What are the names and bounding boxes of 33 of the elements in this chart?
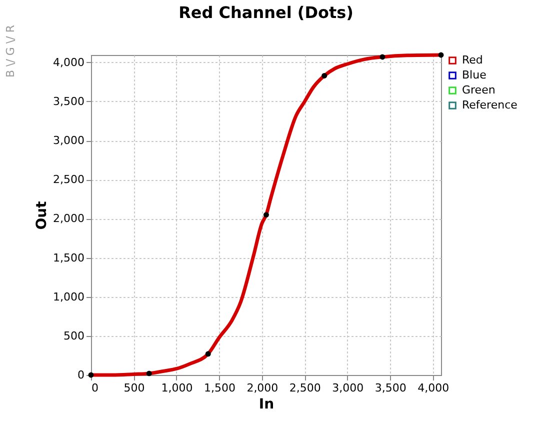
y-tick-label: 0 [78, 368, 84, 382]
legend-label: Reference [462, 98, 518, 112]
x-tick-label: 4,000 [418, 382, 450, 394]
point [380, 54, 386, 60]
point [438, 52, 444, 58]
x-tick-label: 1,500 [204, 382, 236, 394]
y-axis-title: Out [34, 200, 50, 230]
x-tick-label: 1,000 [161, 382, 193, 394]
x-tick-label: 2,500 [289, 382, 321, 394]
x-tick-label: 3,000 [332, 382, 364, 394]
point [146, 370, 152, 376]
text: B \/ G \/ R [4, 24, 17, 78]
y-tick-label: 2,000 [53, 212, 84, 226]
y-tick-label: 3,000 [53, 134, 84, 148]
x-tick-label: 2,000 [246, 382, 278, 394]
y-tick-label: 1,500 [53, 251, 84, 264]
point [322, 72, 328, 78]
line-series [89, 53, 443, 377]
x-axis-title: In [258, 396, 274, 412]
y-tick-label: 4,000 [53, 56, 84, 69]
chart-title: Red Channel (Dots) [178, 3, 354, 22]
y-tick-label: 2,500 [53, 173, 84, 186]
y-tick-label: 500 [64, 329, 84, 342]
legend-label: Red [462, 54, 483, 66]
point [205, 351, 211, 357]
y-tick-label: 3,500 [53, 94, 84, 108]
y-tick-label: 1,000 [53, 290, 84, 304]
legend-label: Green [462, 84, 496, 96]
x-tick-label: 500 [124, 382, 145, 394]
point [263, 212, 269, 218]
x-tick-label: 0 [92, 382, 98, 394]
legend-label: Blue [462, 68, 487, 82]
x-tick-label: 3,500 [374, 382, 406, 394]
